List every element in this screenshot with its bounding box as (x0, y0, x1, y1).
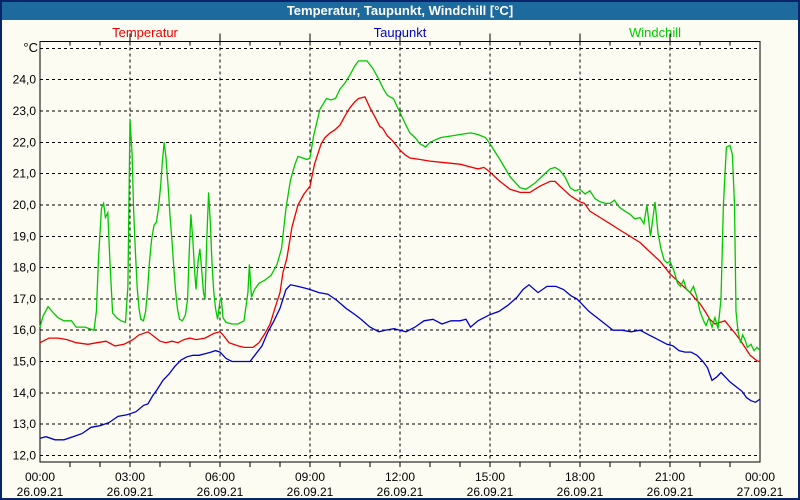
window-title: Temperatur, Taupunkt, Windchill [°C] (286, 3, 514, 18)
title-bar: Temperatur, Taupunkt, Windchill [°C] (2, 2, 798, 20)
series-line-windchill (39, 60, 761, 352)
y-tick-label: 18,0 (13, 261, 37, 275)
x-tick-time-label: 06:00 (205, 470, 235, 484)
x-tick-time-label: 12:00 (385, 470, 415, 484)
y-tick-label: 21,0 (13, 167, 37, 181)
x-tick-date-label: 26.09.21 (17, 485, 64, 499)
legend-label-windchill: Windchill (628, 25, 682, 40)
x-tick-date-label: 26.09.21 (107, 485, 154, 499)
y-tick-label: 15,0 (13, 355, 37, 369)
x-tick-date-label: 26.09.21 (467, 485, 514, 499)
legend-label-taupunkt: Taupunkt (373, 25, 427, 40)
y-tick-label: 20,0 (13, 198, 37, 212)
x-tick-date-label: 26.09.21 (197, 485, 244, 499)
y-tick-label: 17,0 (13, 292, 37, 306)
y-tick-label: 22,0 (13, 135, 37, 149)
legend-item-taupunkt: Taupunkt (374, 25, 427, 40)
x-tick-date-label: 26.09.21 (287, 485, 334, 499)
y-tick-label: 19,0 (13, 229, 37, 243)
x-tick-date-label: 26.09.21 (557, 485, 604, 499)
x-tick-date-label: 26.09.21 (377, 485, 424, 499)
x-tick-time-label: 21:00 (655, 470, 685, 484)
legend-label-temperatur: Temperatur (112, 25, 178, 40)
x-tick-time-label: 15:00 (475, 470, 505, 484)
x-tick-time-label: 09:00 (295, 470, 325, 484)
x-tick-date-label: 26.09.21 (647, 485, 694, 499)
y-tick-label: 23,0 (13, 104, 37, 118)
legend-item-temperatur: Temperatur (112, 25, 178, 40)
series-line-taupunkt (39, 283, 761, 441)
x-tick-time-label: 00:00 (745, 470, 775, 484)
y-axis-unit-label: °C (23, 40, 38, 55)
x-tick-time-label: 03:00 (115, 470, 145, 484)
y-tick-label: 14,0 (13, 386, 37, 400)
y-tick-label: 24,0 (13, 73, 37, 87)
legend-item-windchill: Windchill (629, 25, 681, 40)
y-tick-label: 12,0 (13, 449, 37, 463)
y-tick-label: 16,0 (13, 323, 37, 337)
y-tick-label: 13,0 (13, 417, 37, 431)
x-tick-date-label: 27.09.21 (737, 485, 784, 499)
series-line-temperatur (39, 96, 761, 363)
x-tick-time-label: 18:00 (565, 470, 595, 484)
x-tick-time-label: 00:00 (25, 470, 55, 484)
